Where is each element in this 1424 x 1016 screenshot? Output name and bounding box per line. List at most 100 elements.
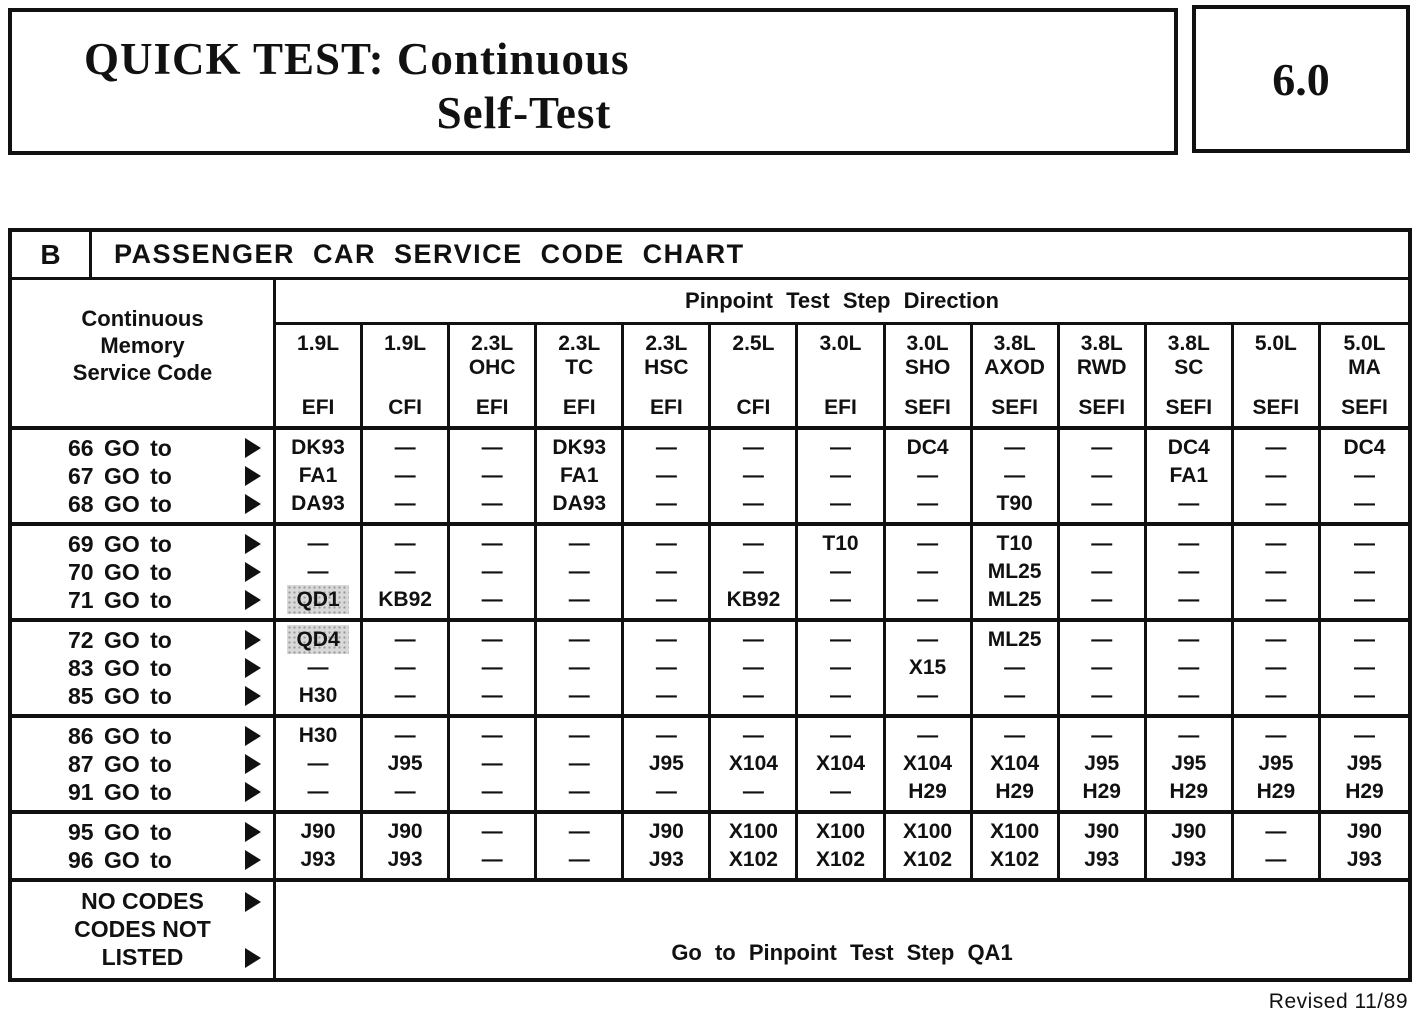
column-header: 3.8L AXOD SEFI: [973, 325, 1060, 426]
code-value: —: [481, 848, 503, 871]
code-cell: —: [1234, 462, 1318, 490]
code-value: —: [568, 684, 590, 707]
code-value: —: [655, 560, 677, 583]
code-cell: —: [1060, 530, 1144, 558]
code-cell: —: [886, 626, 970, 654]
code-cell: —: [1321, 530, 1408, 558]
code-value: —: [481, 588, 503, 611]
code-cell: DC4: [1147, 434, 1231, 462]
code-cell: X104: [886, 750, 970, 778]
section-number-box: 6.0: [1192, 5, 1410, 153]
code-value: —: [1178, 628, 1200, 651]
code-cell: —: [537, 558, 621, 586]
code-value: —: [742, 532, 764, 555]
value-column: J90 J93: [1321, 814, 1408, 878]
code-value: —: [829, 780, 851, 803]
value-column: J90 J93: [1060, 814, 1147, 878]
code-value: —: [742, 684, 764, 707]
code-value: —: [1004, 684, 1026, 707]
code-cell: H29: [1147, 778, 1231, 806]
code-cell: —: [537, 846, 621, 874]
code-value: —: [1091, 588, 1113, 611]
engine-size-label: 3.8L RWD: [1077, 332, 1127, 380]
engine-size-label: 1.9L: [297, 332, 339, 356]
code-cell: —: [363, 722, 447, 750]
row-label: 69 GO to: [12, 530, 273, 558]
service-code-label: 91 GO to: [68, 778, 172, 805]
service-code-label: 95 GO to: [68, 818, 172, 845]
column-header: 2.3L HSC EFI: [624, 325, 712, 426]
code-value: —: [481, 532, 503, 555]
code-value: —: [917, 588, 939, 611]
code-cell: —: [537, 626, 621, 654]
code-value: X100: [815, 820, 866, 843]
code-cell: —: [1321, 558, 1408, 586]
code-cell: —: [886, 586, 970, 614]
code-value: ML25: [987, 628, 1042, 651]
code-cell: —: [1060, 722, 1144, 750]
code-cell: —: [363, 778, 447, 806]
code-cell: —: [1321, 490, 1408, 518]
code-value: —: [829, 628, 851, 651]
code-value: —: [1178, 560, 1200, 583]
arrow-icon: [245, 892, 261, 912]
code-value: —: [1178, 532, 1200, 555]
value-column: X100 X102: [798, 814, 886, 878]
code-cell: —: [798, 558, 882, 586]
engine-variant: AXOD: [984, 356, 1045, 379]
code-cell: J95: [624, 750, 708, 778]
service-code-label: 86 GO to: [68, 722, 172, 749]
code-cell: —: [624, 558, 708, 586]
row-label: 70 GO to: [12, 558, 273, 586]
code-value: —: [655, 588, 677, 611]
arrow-icon: [245, 782, 261, 802]
engine-size-label: 1.9L: [384, 332, 426, 356]
code-cell: H29: [973, 778, 1057, 806]
fuel-system: SEFI: [1078, 396, 1126, 419]
row-group: 72 GO to 83 GO to 85 GO to QD4— H30— — — — — — — — —…: [12, 622, 1408, 718]
no-codes-line: NO CODES: [12, 887, 273, 915]
value-column: — J95 H29: [1234, 718, 1321, 810]
code-value: —: [1353, 684, 1375, 707]
value-column: — — —: [537, 526, 625, 618]
code-cell: —: [1234, 558, 1318, 586]
arrow-icon: [245, 686, 261, 706]
code-value: J93: [1171, 848, 1207, 871]
code-cell: —: [973, 434, 1057, 462]
code-cell: —: [886, 490, 970, 518]
code-value: —: [1265, 560, 1287, 583]
value-column: — — —: [1060, 622, 1147, 714]
code-value: FA1: [298, 464, 338, 487]
code-value: —: [1265, 464, 1287, 487]
code-value: —: [307, 752, 329, 775]
code-value: —: [742, 724, 764, 747]
code-cell: —: [363, 490, 447, 518]
no-codes-cell: NO CODES CODES NOT LISTED: [12, 882, 276, 978]
code-value: —: [742, 492, 764, 515]
code-cell: —: [537, 778, 621, 806]
value-column: — — —: [711, 430, 799, 522]
column-header: 3.0L EFI: [798, 325, 886, 426]
service-code-label: 87 GO to: [68, 750, 172, 777]
column-header: 2.3L OHC EFI: [450, 325, 538, 426]
row-header-line: Continuous: [81, 305, 204, 331]
code-value: —: [742, 560, 764, 583]
code-cell: QD1: [276, 585, 360, 614]
service-code-label: 67 GO to: [68, 462, 172, 489]
code-cell: J95: [1060, 750, 1144, 778]
value-column: J90 J93: [363, 814, 451, 878]
value-column: — — KB92: [363, 526, 451, 618]
code-value: —: [394, 656, 416, 679]
code-cell: J93: [624, 846, 708, 874]
engine-size: 1.9L: [297, 332, 340, 355]
arrow-icon: [245, 850, 261, 870]
code-value: H29: [1345, 780, 1384, 803]
value-column: DC4 — —: [1321, 430, 1408, 522]
code-value: —: [1091, 684, 1113, 707]
label-column: 66 GO to 67 GO to 68 GO to: [12, 430, 276, 522]
engine-size: 2.3L: [558, 332, 601, 355]
code-value: —: [742, 628, 764, 651]
code-cell: H30: [276, 722, 360, 750]
code-value: KB92: [726, 588, 781, 611]
code-cell: —: [450, 654, 534, 682]
